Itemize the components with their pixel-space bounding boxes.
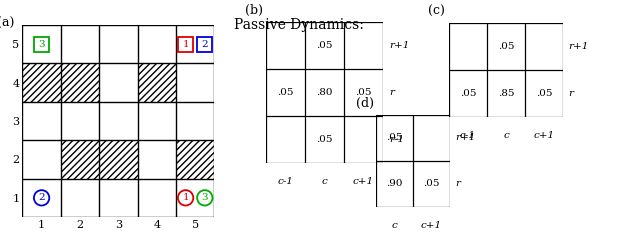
Text: c+1: c+1 <box>533 131 555 140</box>
Text: (a): (a) <box>0 17 15 30</box>
Text: c: c <box>322 177 328 186</box>
Text: .05: .05 <box>355 88 372 97</box>
Text: (d): (d) <box>356 97 374 110</box>
Text: (b): (b) <box>244 4 262 17</box>
Bar <box>22 63 61 102</box>
Text: 3: 3 <box>38 40 45 49</box>
Text: 1: 1 <box>182 193 189 202</box>
Text: 2: 2 <box>38 193 45 202</box>
Text: .05: .05 <box>460 89 476 98</box>
Text: .05: .05 <box>498 42 515 51</box>
Text: r+1: r+1 <box>456 133 476 143</box>
Bar <box>61 63 99 102</box>
FancyBboxPatch shape <box>34 37 49 52</box>
Bar <box>99 140 138 179</box>
Text: c-1: c-1 <box>278 177 293 186</box>
Text: .05: .05 <box>423 180 440 188</box>
Bar <box>176 140 214 179</box>
Text: Passive Dynamics:: Passive Dynamics: <box>234 18 364 32</box>
Text: 1: 1 <box>182 40 189 49</box>
Text: .05: .05 <box>277 88 294 97</box>
Text: .05: .05 <box>316 135 333 144</box>
Text: 2: 2 <box>202 40 208 49</box>
Text: r-1: r-1 <box>389 135 404 144</box>
Text: .85: .85 <box>498 89 515 98</box>
Bar <box>61 140 99 179</box>
Text: c+1: c+1 <box>421 221 442 230</box>
Text: c-1: c-1 <box>460 131 476 140</box>
Text: .90: .90 <box>387 180 403 188</box>
FancyBboxPatch shape <box>178 37 193 52</box>
Text: r: r <box>389 88 394 97</box>
Text: .80: .80 <box>316 88 333 97</box>
Text: r: r <box>456 180 461 188</box>
Text: .05: .05 <box>316 41 333 50</box>
Text: r+1: r+1 <box>569 42 589 51</box>
Text: (c): (c) <box>428 5 445 18</box>
Text: c: c <box>392 221 397 230</box>
Text: 3: 3 <box>202 193 208 202</box>
Text: r: r <box>569 89 573 98</box>
Text: .05: .05 <box>536 89 552 98</box>
Text: c+1: c+1 <box>353 177 374 186</box>
Text: r+1: r+1 <box>389 41 409 50</box>
Text: c: c <box>503 131 509 140</box>
FancyBboxPatch shape <box>197 37 212 52</box>
Text: .05: .05 <box>387 133 403 143</box>
Bar <box>138 63 176 102</box>
